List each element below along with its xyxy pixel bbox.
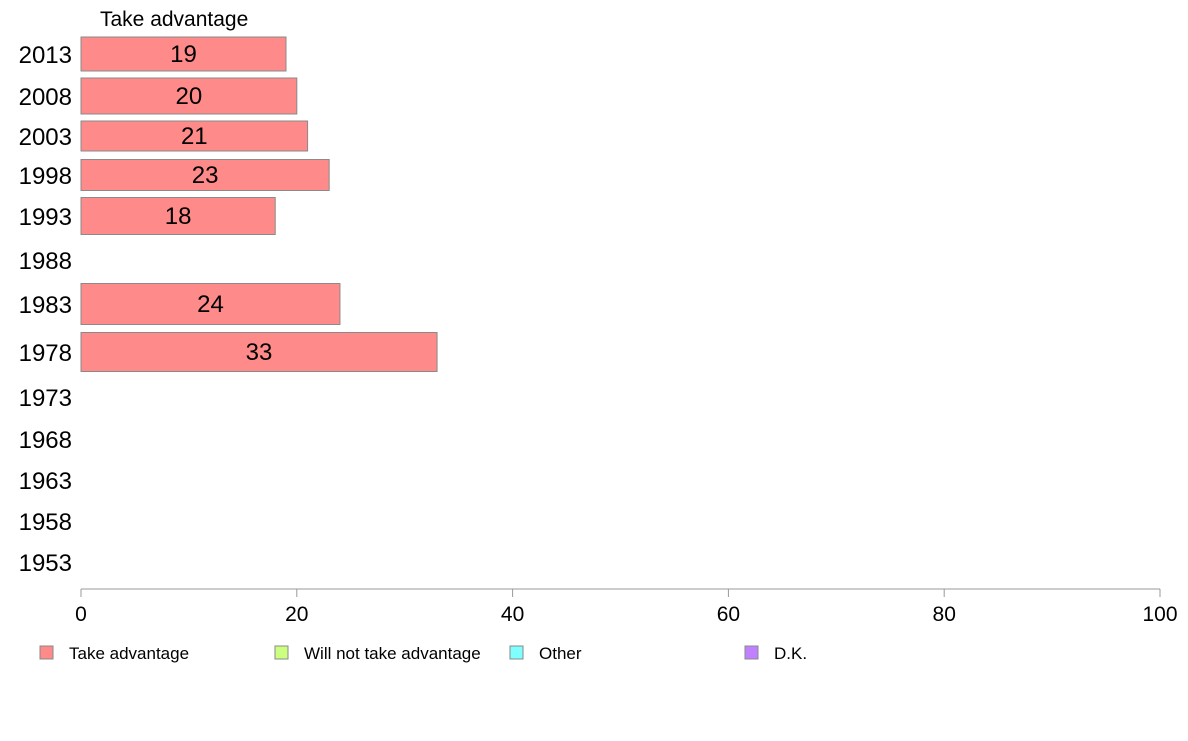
y-tick-label-1983: 1983 <box>19 292 72 319</box>
legend-label-0: Take advantage <box>69 644 189 663</box>
y-tick-label-1963: 1963 <box>19 468 72 495</box>
y-tick-label-1998: 1998 <box>19 163 72 190</box>
data-label-1993: 18 <box>165 203 192 230</box>
x-tick-label-100: 100 <box>1142 603 1177 626</box>
legend-label-1: Will not take advantage <box>304 644 481 663</box>
bar-1983 <box>80 283 341 325</box>
y-tick-label-1953: 1953 <box>19 550 72 577</box>
legend-swatch-0 <box>39 645 54 660</box>
y-tick-label-2003: 2003 <box>19 124 72 151</box>
chart-title: Take advantage <box>100 8 248 31</box>
data-label-1978: 33 <box>246 339 273 366</box>
x-axis: 0 20 40 60 80 100 <box>75 588 1178 626</box>
x-tick-label-80: 80 <box>933 603 956 626</box>
legend-swatch-1 <box>274 645 289 660</box>
x-tick-label-60: 60 <box>717 603 740 626</box>
y-tick-label-1993: 1993 <box>19 204 72 231</box>
data-label-2003: 21 <box>181 123 208 150</box>
data-label-1998: 23 <box>192 162 219 189</box>
bar-1993 <box>80 197 276 235</box>
x-tick-label-20: 20 <box>285 603 308 626</box>
legend-label-3: D.K. <box>774 644 807 663</box>
bar-2008 <box>80 77 298 115</box>
x-tick-label-40: 40 <box>501 603 524 626</box>
y-axis-labels: 2013 2008 2003 1998 1993 1988 1983 1978 1973 1968… <box>19 42 72 577</box>
y-tick-label-1958: 1958 <box>19 509 72 536</box>
data-label-2008: 20 <box>176 83 203 110</box>
legend: Take advantage Will not take advantage Oth… <box>39 644 807 663</box>
legend-label-2: Other <box>539 644 582 663</box>
y-tick-label-1988: 1988 <box>19 248 72 275</box>
y-tick-label-1978: 1978 <box>19 340 72 367</box>
bar-1998 <box>80 159 330 191</box>
bar-2003 <box>80 120 309 152</box>
data-label-2013: 19 <box>170 41 197 68</box>
y-tick-label-2013: 2013 <box>19 42 72 69</box>
x-tick-label-0: 0 <box>75 603 87 626</box>
y-tick-label-1973: 1973 <box>19 385 72 412</box>
y-tick-label-1968: 1968 <box>19 427 72 454</box>
data-label-1983: 24 <box>197 291 224 318</box>
legend-swatch-3 <box>744 645 759 660</box>
bar-2013 <box>80 36 287 72</box>
y-tick-label-2008: 2008 <box>19 84 72 111</box>
bar-1978 <box>80 332 438 372</box>
legend-swatch-2 <box>509 645 524 660</box>
